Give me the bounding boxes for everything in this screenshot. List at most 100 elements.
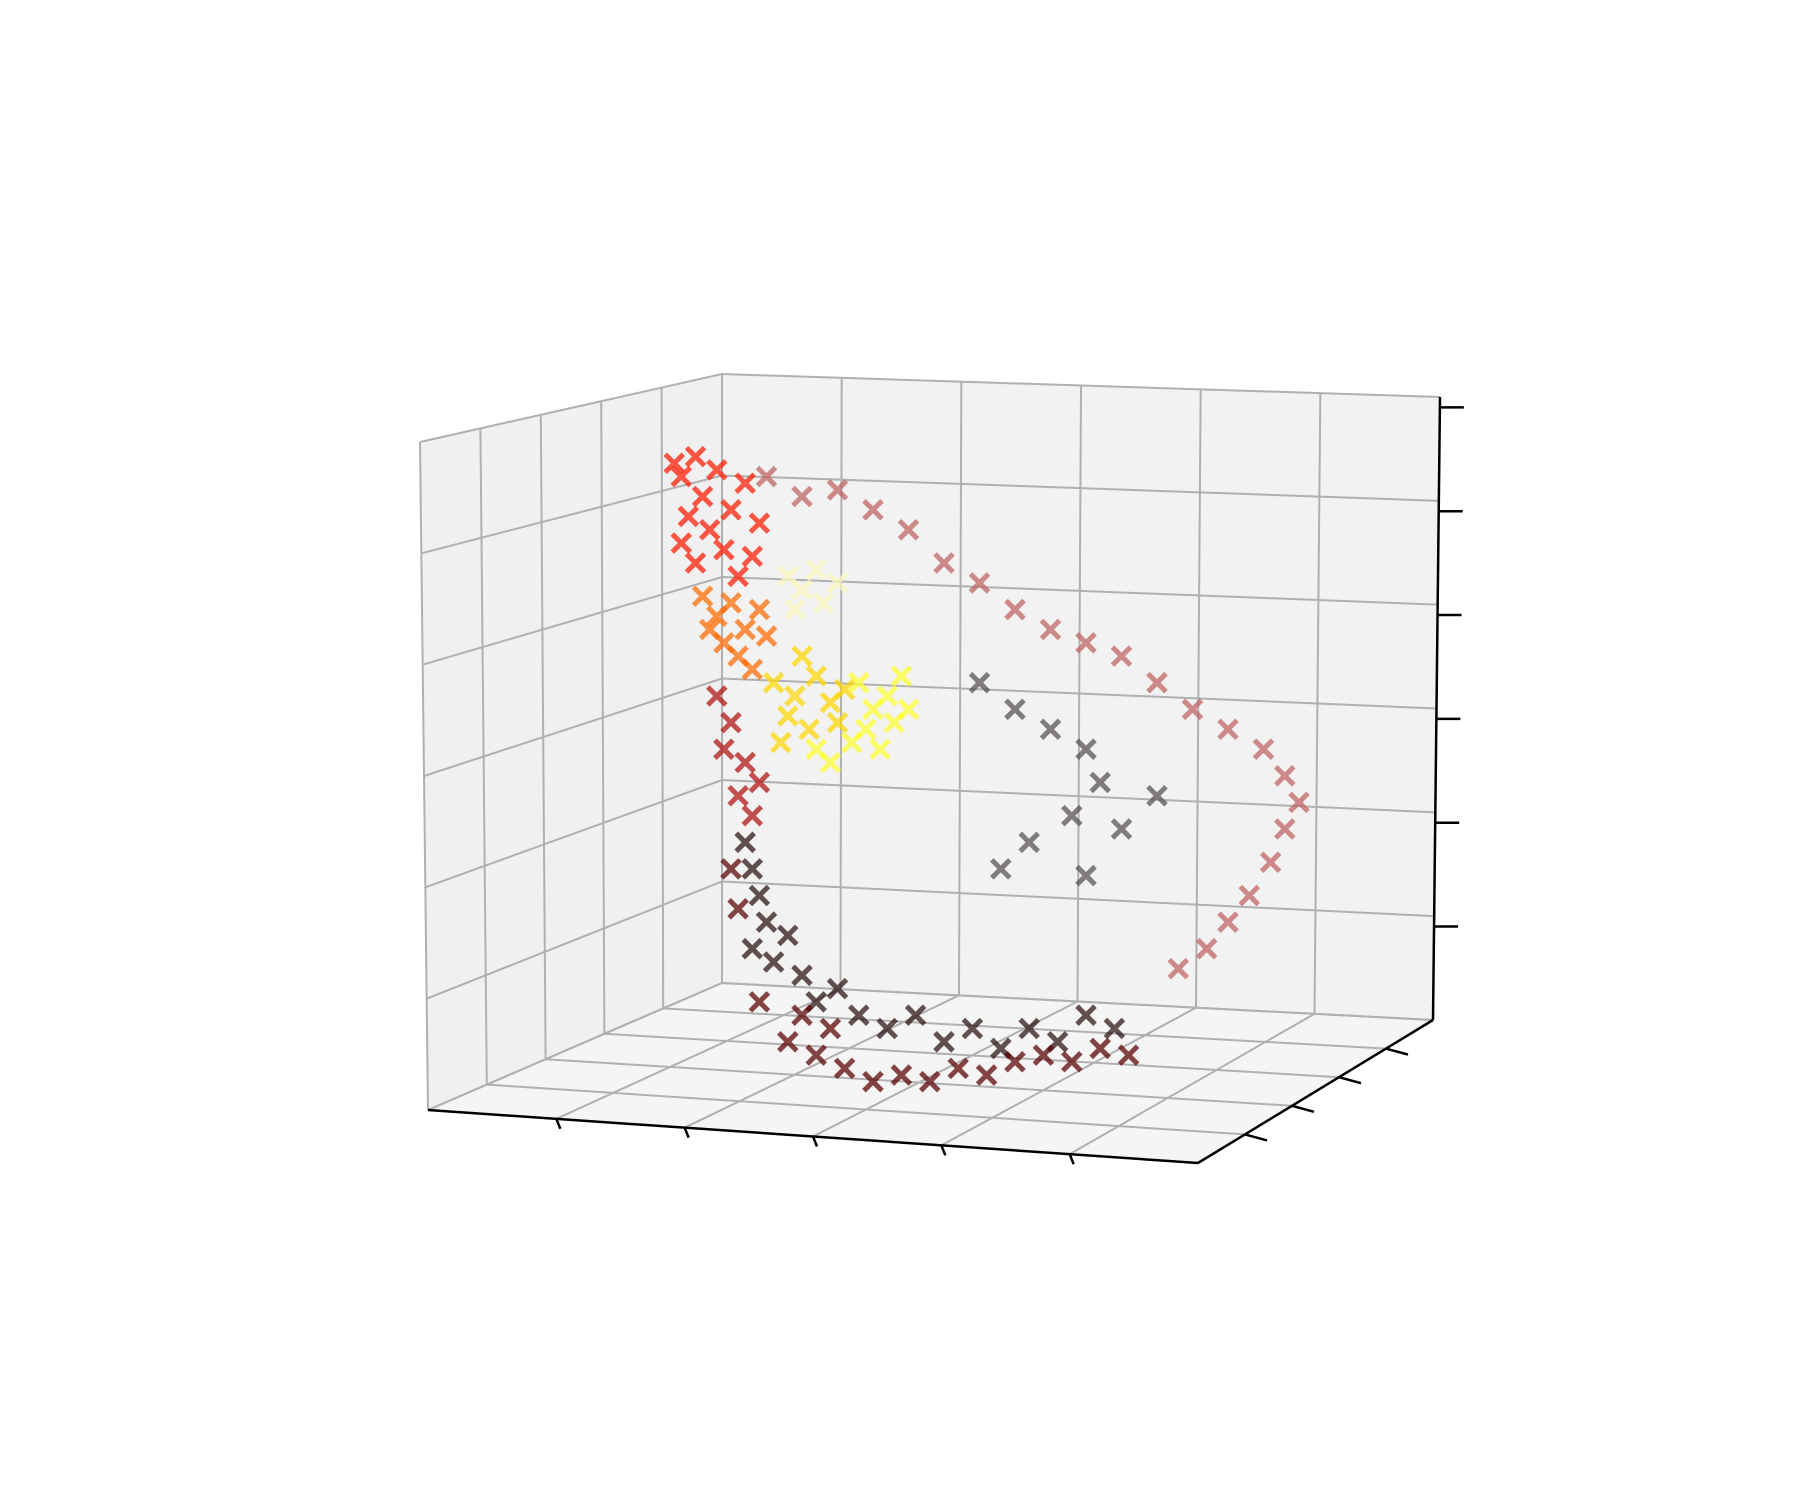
data-point-stroke <box>1004 1050 1026 1073</box>
data-point <box>734 751 756 774</box>
data-point-stroke <box>1018 831 1040 854</box>
data-point <box>812 592 835 614</box>
data-point-stroke <box>1004 598 1026 621</box>
data-point <box>805 1044 827 1066</box>
data-point <box>1089 771 1111 794</box>
data-point-stroke <box>698 618 721 641</box>
data-point-stroke <box>755 465 778 488</box>
data-point-stroke <box>968 671 991 694</box>
data-point <box>862 1070 884 1093</box>
data-point <box>1117 1044 1140 1066</box>
data-point-stroke <box>897 518 920 541</box>
data-point <box>904 1004 927 1026</box>
data-point-stroke <box>990 1037 1012 1060</box>
grid-line-z <box>419 372 1441 443</box>
grid-line-floor-y <box>486 1083 1246 1136</box>
data-point <box>947 1057 969 1080</box>
data-point <box>684 552 707 574</box>
data-point-stroke <box>784 598 806 621</box>
data-point <box>784 598 806 621</box>
data-point <box>897 518 920 541</box>
data-point <box>805 738 827 760</box>
data-point <box>791 964 813 987</box>
data-point <box>1004 1050 1026 1073</box>
data-point-stroke <box>677 505 700 528</box>
data-point-stroke <box>734 831 756 854</box>
x-tick <box>940 1144 947 1156</box>
data-point <box>784 685 806 707</box>
data-point <box>706 459 728 481</box>
x-tick <box>1068 1153 1075 1165</box>
data-point <box>897 698 920 721</box>
x-tick <box>811 1136 819 1147</box>
data-point-stroke <box>1288 791 1310 814</box>
data-point <box>1004 598 1026 621</box>
data-point <box>876 685 898 707</box>
data-point <box>890 1064 913 1086</box>
data-point-stroke <box>968 572 991 594</box>
data-point-stroke <box>670 465 693 488</box>
data-point <box>1274 818 1296 840</box>
data-point <box>1181 698 1204 721</box>
data-point-stroke <box>819 751 842 774</box>
axis-panes <box>420 374 1440 1163</box>
data-point <box>670 532 693 554</box>
data-point-stroke <box>826 977 849 1000</box>
data-point <box>826 711 849 734</box>
data-point-stroke <box>1018 1017 1040 1040</box>
data-point <box>919 1070 941 1093</box>
data-point <box>1032 1044 1055 1066</box>
grid-line-z <box>424 778 1436 889</box>
data-point-stroke <box>727 565 749 588</box>
data-point-stroke <box>741 545 764 568</box>
data-point-stroke <box>890 1064 913 1086</box>
data-point <box>734 831 756 854</box>
data-point <box>791 485 813 508</box>
data-point-stroke <box>755 625 778 647</box>
data-point-stroke <box>1146 784 1168 807</box>
data-point <box>1075 738 1097 760</box>
data-point-stroke <box>933 552 955 574</box>
data-point-stroke <box>720 592 742 614</box>
grid-line-floor-y <box>604 1032 1340 1079</box>
data-point-stroke <box>862 499 884 521</box>
grid-line-floor-y <box>663 1007 1387 1050</box>
data-point-stroke <box>748 598 771 621</box>
data-point <box>819 1017 842 1040</box>
data-point <box>1075 864 1097 887</box>
data-point <box>1089 1037 1111 1060</box>
data-point-stroke <box>862 1070 884 1093</box>
data-point <box>1274 765 1296 787</box>
data-point-stroke <box>805 665 827 687</box>
data-point-stroke <box>777 705 799 727</box>
data-point-stroke <box>805 1044 827 1066</box>
data-point-stroke <box>1217 718 1239 741</box>
data-point-stroke <box>741 937 764 960</box>
data-point <box>876 1017 898 1040</box>
grid-line-z <box>427 981 1434 1111</box>
data-point-stroke <box>1089 1037 1111 1060</box>
data-point <box>727 565 749 588</box>
data-point-stroke <box>1195 937 1218 960</box>
data-point-stroke <box>684 445 707 468</box>
data-point <box>677 505 700 528</box>
data-point-stroke <box>904 1004 927 1026</box>
data-point <box>833 678 856 701</box>
data-point <box>1288 791 1310 814</box>
data-point <box>762 671 785 694</box>
grid-line-z <box>423 677 1437 777</box>
data-point-stroke <box>869 738 891 760</box>
data-point-stroke <box>791 964 813 987</box>
data-point-stroke <box>1238 884 1261 907</box>
data-point-stroke <box>897 698 920 721</box>
data-point-stroke <box>691 585 714 608</box>
data-point <box>777 1031 799 1053</box>
z-axis-line <box>1431 396 1442 1021</box>
grid-line-floor-x <box>940 1006 1197 1147</box>
data-point <box>727 898 749 920</box>
y-tick <box>1385 1047 1409 1056</box>
data-point-stroke <box>1075 864 1097 887</box>
data-point <box>805 558 827 581</box>
data-point-stroke <box>784 685 806 707</box>
data-point-stroke <box>741 658 764 681</box>
